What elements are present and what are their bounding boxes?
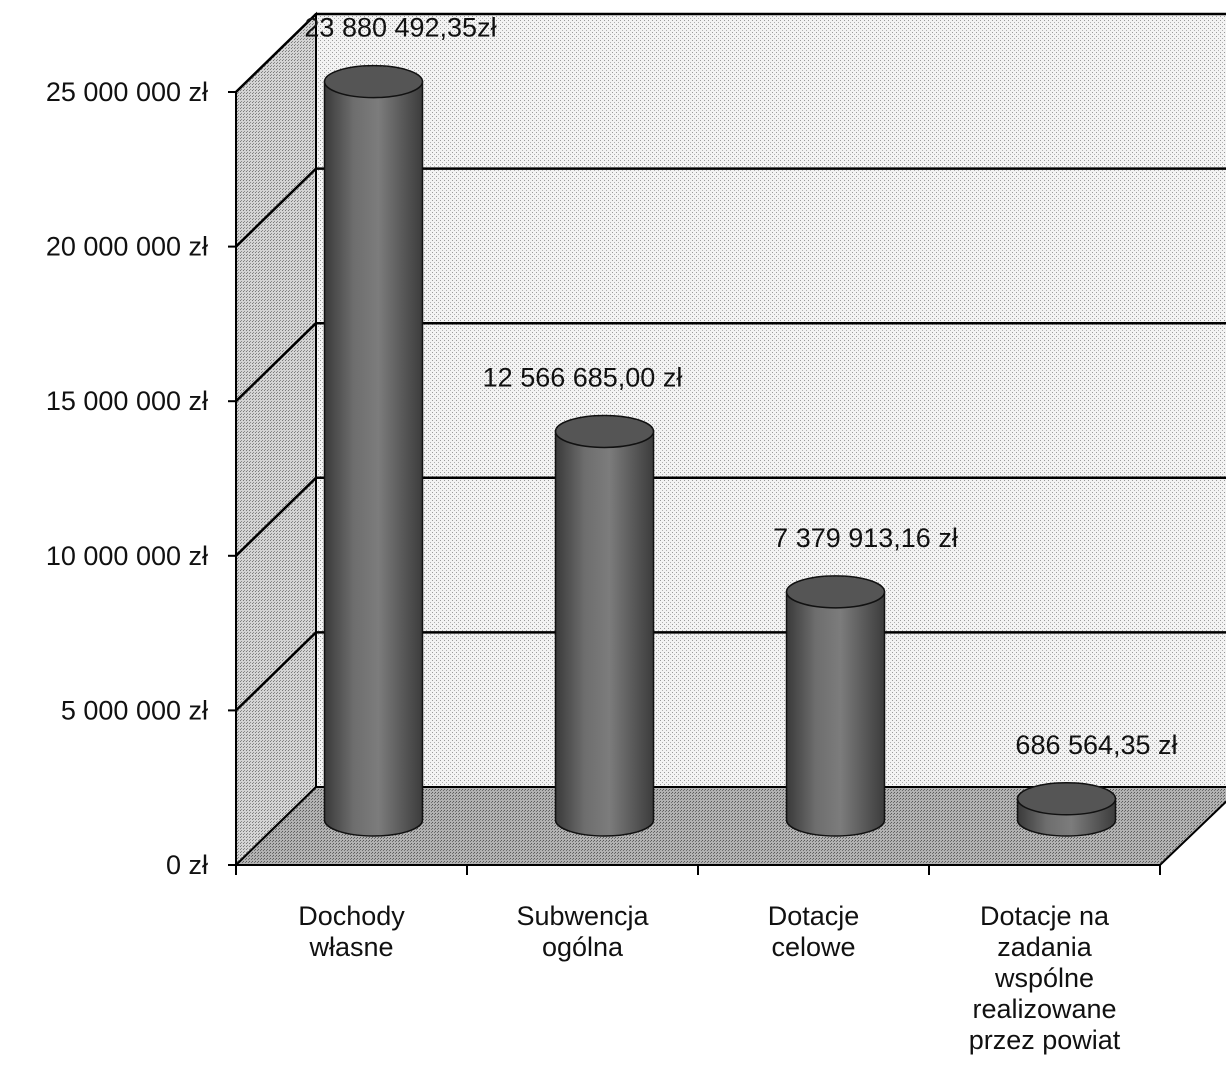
category-label: Dotacje na zadania wspólne realizowane przez…: [969, 901, 1121, 1055]
bar: [785, 575, 886, 837]
bar-top: [323, 64, 424, 99]
category-label-line: Dochody: [298, 901, 405, 931]
gridline-side: [235, 322, 317, 403]
category-label-line: ogólna: [542, 932, 624, 962]
bar-body: [323, 80, 424, 837]
category-label-line: celowe: [771, 932, 855, 962]
category-label: Dotacje celowe: [768, 901, 860, 962]
category-label-line: Dotacje: [768, 901, 860, 931]
category-label-line: zadania: [997, 932, 1093, 962]
bars: [323, 64, 1117, 837]
y-tick-label: 5 000 000 zł: [61, 695, 208, 725]
bar-body: [554, 430, 655, 837]
category-label-line: Subwencja: [516, 901, 649, 931]
category-label-line: wspólne: [994, 963, 1094, 993]
bar-body: [785, 591, 886, 837]
bar: [323, 64, 424, 837]
gridline-side: [235, 13, 317, 93]
bar-top: [554, 414, 655, 449]
data-labels: 23 880 492,35zł 12 566 685,00 zł 7 379 913…: [304, 13, 1177, 760]
gridlines: [235, 12, 1226, 712]
category-label: Dochody własne: [298, 901, 405, 962]
bar-top: [1016, 782, 1117, 816]
bar: [554, 414, 655, 837]
category-label: Subwencja ogólna: [516, 901, 649, 962]
gridline-side: [235, 167, 317, 248]
data-label: 686 564,35 zł: [1015, 730, 1177, 760]
y-tick-label: 10 000 000 zł: [46, 541, 208, 571]
data-label: 23 880 492,35zł: [304, 13, 496, 43]
gridline-side: [235, 476, 317, 557]
bar-top: [785, 575, 886, 609]
gridline-side: [235, 631, 317, 712]
category-label-line: realizowane: [972, 994, 1116, 1024]
x-axis: [235, 864, 1161, 875]
back-wall: [315, 13, 1226, 788]
y-tick-label: 0 zł: [166, 850, 208, 880]
y-axis: 0 zł 5 000 000 zł 10 000 000 zł 15 000 000 …: [46, 77, 237, 880]
data-label: 12 566 685,00 zł: [483, 362, 683, 392]
category-label-line: własne: [308, 932, 393, 962]
category-label-line: przez powiat: [969, 1025, 1121, 1055]
y-tick-label: 20 000 000 zł: [46, 232, 208, 262]
category-labels: Dochody własne Subwencja ogólna Dotacje celow…: [298, 901, 1121, 1055]
y-tick-label: 15 000 000 zł: [46, 386, 208, 416]
y-tick-label: 25 000 000 zł: [46, 77, 208, 107]
bar: [1016, 782, 1117, 837]
side-wall: [235, 11, 317, 868]
category-label-line: Dotacje na: [980, 901, 1110, 931]
data-label: 7 379 913,16 zł: [773, 523, 958, 553]
